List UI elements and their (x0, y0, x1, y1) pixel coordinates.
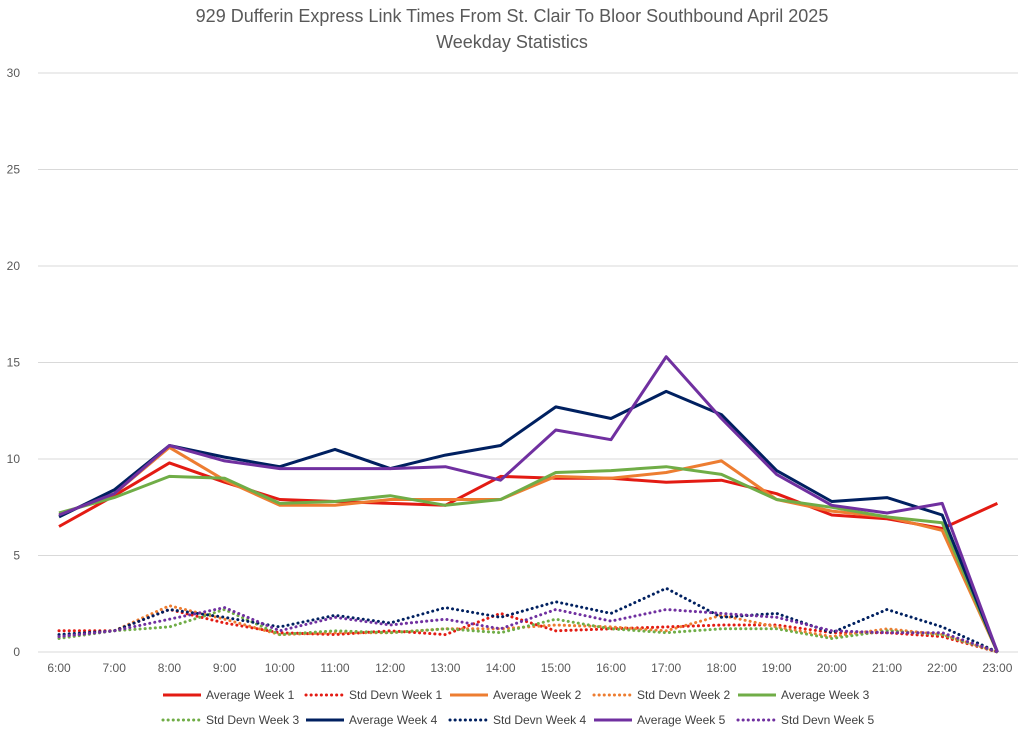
x-tick-label: 22:00 (927, 661, 957, 675)
series-line-5 (58, 465, 999, 653)
x-tick-label: 21:00 (872, 661, 902, 675)
y-tick-label: 15 (7, 356, 21, 370)
x-tick-label: 8:00 (158, 661, 182, 675)
x-tick-label: 16:00 (596, 661, 626, 675)
chart-title: 929 Dufferin Express Link Times From St.… (195, 6, 829, 26)
legend-label: Std Devn Week 3 (206, 713, 299, 727)
x-tick-label: 23:00 (982, 661, 1012, 675)
y-tick-label: 10 (7, 452, 21, 466)
legend-label: Average Week 5 (637, 713, 726, 727)
x-tick-label: 10:00 (265, 661, 295, 675)
series-line-3 (58, 445, 999, 653)
y-tick-label: 0 (13, 645, 20, 659)
legend-label: Average Week 1 (206, 688, 295, 702)
legend-label: Average Week 2 (493, 688, 582, 702)
x-tick-label: 17:00 (651, 661, 681, 675)
series-line-10 (57, 606, 999, 654)
x-tick-label: 19:00 (762, 661, 792, 675)
y-tick-label: 5 (13, 549, 20, 563)
legend-label: Average Week 3 (781, 688, 870, 702)
x-tick-label: 11:00 (320, 661, 349, 675)
series-line-9 (58, 355, 999, 653)
y-tick-label: 30 (7, 66, 21, 80)
series-line-2 (57, 608, 999, 654)
series-line-1 (58, 461, 999, 530)
x-tick-label: 15:00 (541, 661, 571, 675)
x-tick-label: 7:00 (103, 661, 127, 675)
x-tick-label: 6:00 (47, 661, 71, 675)
y-tick-label: 20 (7, 259, 21, 273)
legend-label: Std Devn Week 5 (781, 713, 874, 727)
y-tick-label: 25 (7, 163, 21, 177)
x-tick-label: 20:00 (817, 661, 847, 675)
x-tick-label: 9:00 (213, 661, 237, 675)
legend-label: Std Devn Week 4 (493, 713, 586, 727)
series-line-6 (57, 608, 999, 654)
series-line-8 (57, 586, 999, 654)
series-line-7 (58, 389, 999, 653)
legend-label: Std Devn Week 1 (349, 688, 442, 702)
legend-label: Average Week 4 (349, 713, 438, 727)
x-tick-label: 13:00 (430, 661, 460, 675)
legend-label: Std Devn Week 2 (637, 688, 730, 702)
x-tick-label: 12:00 (375, 661, 405, 675)
x-tick-label: 18:00 (706, 661, 736, 675)
x-tick-label: 14:00 (486, 661, 516, 675)
chart-subtitle: Weekday Statistics (436, 32, 588, 52)
